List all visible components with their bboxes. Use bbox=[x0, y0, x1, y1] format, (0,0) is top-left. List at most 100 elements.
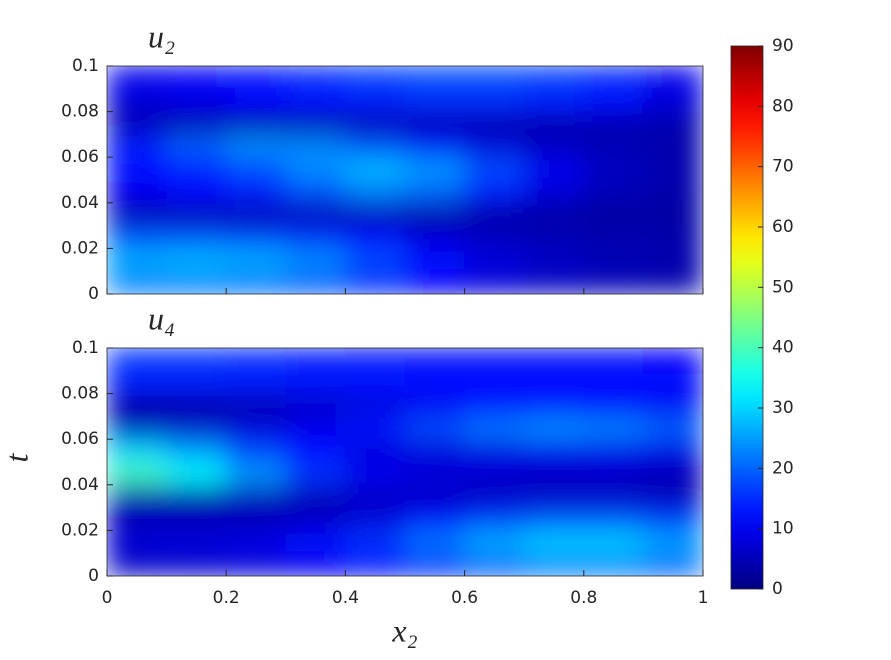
panel-title: u₂ bbox=[148, 18, 175, 54]
cell bbox=[225, 348, 287, 372]
cell bbox=[344, 552, 406, 576]
cell bbox=[166, 461, 227, 486]
cell bbox=[464, 461, 525, 486]
cell bbox=[285, 415, 346, 440]
cell bbox=[464, 438, 525, 463]
cell bbox=[107, 552, 168, 576]
cell bbox=[285, 507, 346, 531]
cell bbox=[404, 179, 466, 204]
cell bbox=[464, 529, 525, 554]
cell bbox=[285, 438, 346, 463]
cell bbox=[166, 156, 227, 181]
cell bbox=[225, 370, 287, 395]
colorbar-tick-label: 0 bbox=[772, 579, 783, 599]
y-tick-label: 0.08 bbox=[61, 384, 99, 404]
cell bbox=[523, 529, 585, 554]
cell bbox=[464, 247, 525, 272]
cell bbox=[166, 507, 227, 531]
cell bbox=[642, 552, 703, 576]
cell bbox=[464, 393, 525, 417]
cell bbox=[464, 507, 525, 531]
cell bbox=[107, 438, 168, 463]
cell bbox=[344, 156, 406, 181]
cell bbox=[583, 393, 644, 417]
cell bbox=[344, 415, 406, 440]
cell bbox=[107, 415, 168, 440]
cell bbox=[642, 156, 703, 181]
cell bbox=[523, 415, 585, 440]
cell bbox=[225, 415, 287, 440]
cell bbox=[464, 225, 525, 249]
cell bbox=[285, 202, 346, 227]
cell bbox=[166, 415, 227, 440]
y-tick-label: 0.1 bbox=[72, 56, 99, 76]
cell bbox=[523, 202, 585, 227]
cell bbox=[583, 270, 644, 294]
cell bbox=[166, 370, 227, 395]
cell bbox=[404, 348, 466, 372]
cell bbox=[583, 438, 644, 463]
cell bbox=[642, 484, 703, 509]
cell bbox=[107, 270, 168, 294]
cell bbox=[285, 370, 346, 395]
cell bbox=[166, 552, 227, 576]
cell bbox=[642, 415, 703, 440]
y-tick-label: 0 bbox=[88, 566, 99, 586]
heatmap bbox=[107, 66, 703, 294]
cell bbox=[285, 270, 346, 294]
x-tick-label: 1 bbox=[698, 588, 709, 608]
cell bbox=[225, 270, 287, 294]
cell bbox=[523, 66, 585, 90]
x-tick-label: 0.2 bbox=[213, 588, 240, 608]
cell bbox=[225, 484, 287, 509]
y-tick-label: 0.02 bbox=[61, 520, 99, 540]
cell bbox=[464, 111, 525, 135]
cell bbox=[523, 247, 585, 272]
cell bbox=[642, 270, 703, 294]
cell bbox=[344, 88, 406, 113]
cell bbox=[285, 179, 346, 204]
cell bbox=[464, 88, 525, 113]
cell bbox=[583, 348, 644, 372]
cell bbox=[642, 179, 703, 204]
plot-area bbox=[107, 348, 703, 576]
cell bbox=[642, 393, 703, 417]
cell bbox=[523, 225, 585, 249]
colorbar-tick-label: 10 bbox=[772, 519, 794, 539]
cell bbox=[344, 507, 406, 531]
colorbar-tick-label: 20 bbox=[772, 458, 794, 478]
cell bbox=[285, 156, 346, 181]
y-axis-label: t bbox=[0, 452, 34, 462]
cell bbox=[583, 88, 644, 113]
cell bbox=[523, 111, 585, 135]
cell bbox=[642, 507, 703, 531]
cell bbox=[285, 111, 346, 135]
y-tick-label: 0.02 bbox=[61, 238, 99, 258]
cell bbox=[285, 133, 346, 158]
plot-area bbox=[107, 66, 703, 294]
cell bbox=[464, 202, 525, 227]
cell bbox=[344, 348, 406, 372]
cell bbox=[642, 529, 703, 554]
cell bbox=[404, 225, 466, 249]
cell bbox=[107, 156, 168, 181]
cell bbox=[285, 552, 346, 576]
cell bbox=[642, 438, 703, 463]
cell bbox=[107, 348, 168, 372]
cell bbox=[464, 270, 525, 294]
cell bbox=[523, 88, 585, 113]
cell bbox=[642, 225, 703, 249]
cell bbox=[523, 179, 585, 204]
cell bbox=[523, 270, 585, 294]
cell bbox=[285, 461, 346, 486]
cell bbox=[166, 529, 227, 554]
cell bbox=[523, 133, 585, 158]
cell bbox=[464, 484, 525, 509]
cell bbox=[285, 484, 346, 509]
colorbar-tick-label: 80 bbox=[772, 96, 794, 116]
cell bbox=[166, 484, 227, 509]
cell bbox=[464, 156, 525, 181]
cell bbox=[225, 111, 287, 135]
cell bbox=[166, 202, 227, 227]
